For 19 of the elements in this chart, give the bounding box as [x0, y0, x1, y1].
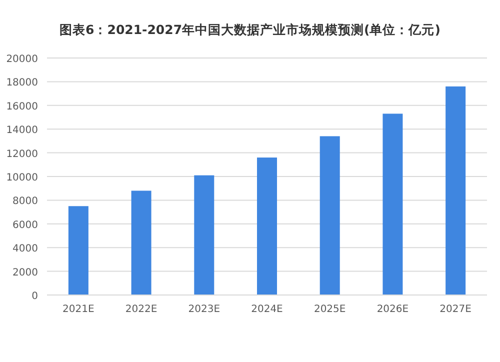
x-tick-label: 2025E — [314, 304, 346, 315]
x-tick-label: 2026E — [376, 304, 409, 315]
y-tick-label: 4000 — [12, 244, 38, 255]
chart-title: 图表6：2021-2027年中国大数据产业市场规模预测(单位：亿元) — [60, 22, 440, 37]
y-tick-label: 16000 — [6, 101, 38, 112]
x-tick-label: 2023E — [188, 304, 220, 315]
x-tick-label: 2027E — [440, 304, 472, 315]
y-tick-label: 14000 — [6, 125, 38, 136]
y-tick-label: 18000 — [6, 78, 38, 89]
x-tick-label: 2024E — [251, 304, 283, 315]
y-tick-label: 0 — [32, 291, 38, 302]
y-tick-label: 12000 — [6, 148, 38, 160]
y-tick-label: 20000 — [6, 54, 38, 65]
x-tick-label: 2022E — [125, 304, 158, 315]
y-tick-label: 6000 — [12, 220, 38, 231]
y-tick-label: 2000 — [12, 267, 38, 278]
x-tick-label: 2021E — [62, 304, 94, 315]
y-tick-label: 8000 — [12, 196, 38, 208]
y-tick-label: 10000 — [6, 172, 38, 184]
